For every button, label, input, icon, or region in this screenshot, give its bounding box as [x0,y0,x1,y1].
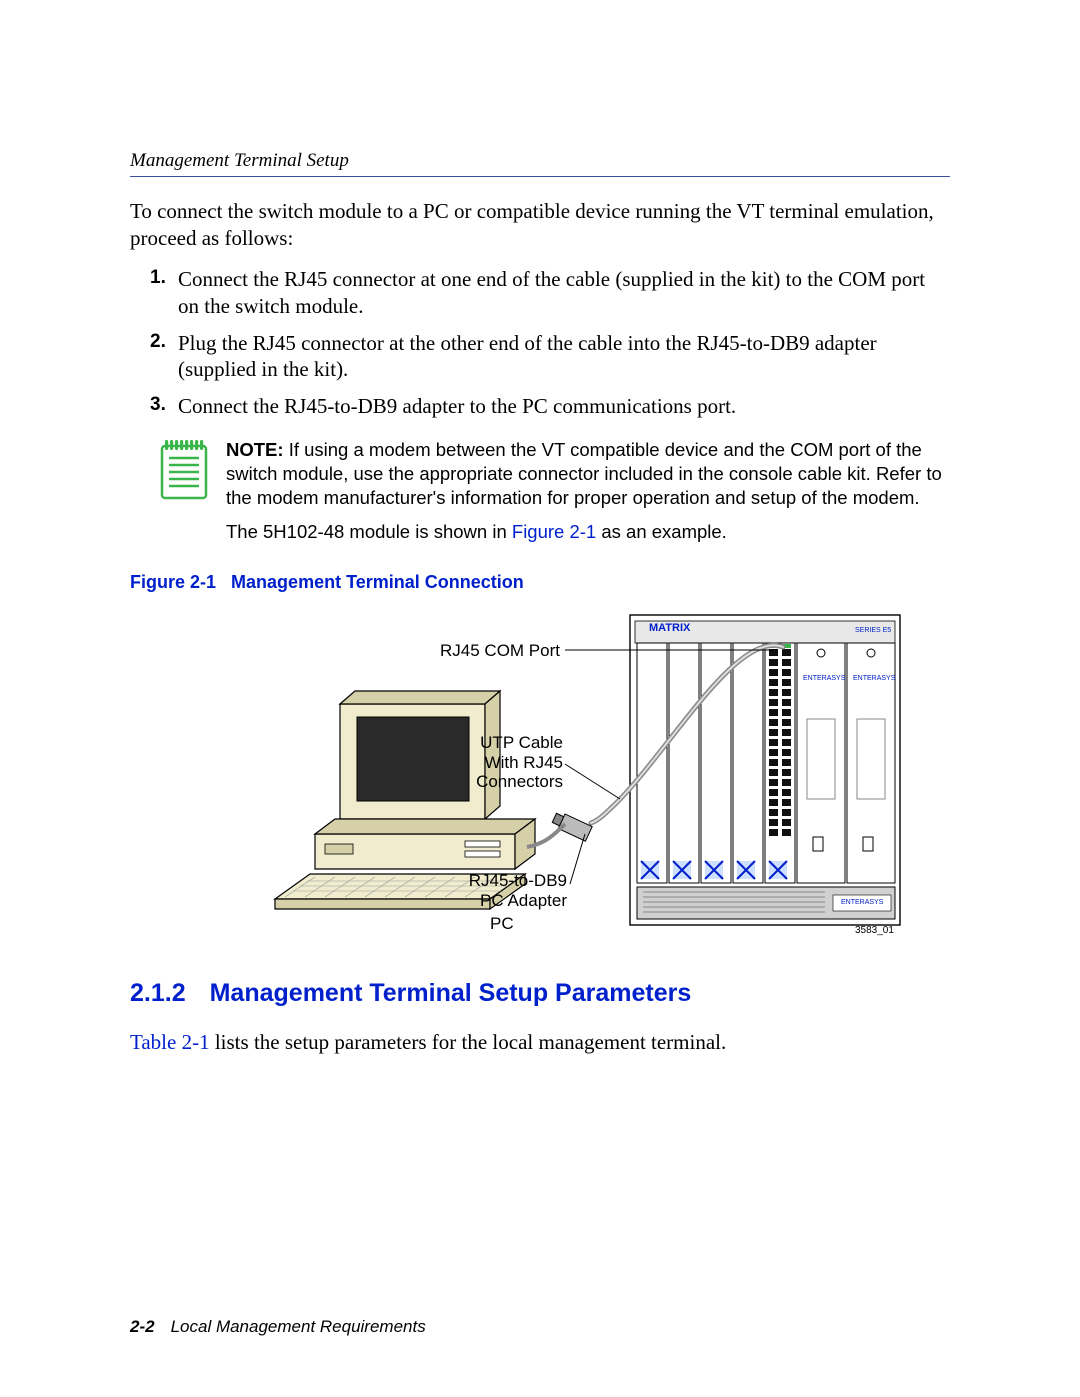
table-reference-link[interactable]: Table 2-1 [130,1030,210,1054]
diagram-svg [265,609,905,939]
label-utp-line2: With RJ45 [485,753,563,772]
label-enterasys-2: ENTERASYS [853,675,895,682]
section-body: Table 2-1 lists the setup parameters for… [130,1029,950,1056]
notepad-icon [160,438,208,500]
page-footer: 2-2 Local Management Requirements [130,1317,426,1337]
label-matrix: MATRIX [649,622,690,634]
note-body: If using a modem between the VT compatib… [226,439,942,508]
note-text: NOTE: If using a modem between the VT co… [226,438,950,544]
label-figure-number: 3583_01 [855,925,894,936]
label-series: SERIES E5 [855,627,891,634]
steps-list: 1. Connect the RJ45 connector at one end… [130,266,950,420]
step-text: Plug the RJ45 connector at the other end… [178,331,877,382]
label-adapter: RJ45-to-DB9 PC Adapter [457,871,567,910]
note-label: NOTE: [226,439,284,460]
step-number: 2. [150,330,166,354]
step-item: 1. Connect the RJ45 connector at one end… [130,266,950,320]
figure-reference-link[interactable]: Figure 2-1 [512,521,596,542]
header-rule [130,176,950,177]
step-number: 1. [150,266,166,290]
intro-paragraph: To connect the switch module to a PC or … [130,198,950,252]
figure-caption-title: Management Terminal Connection [231,572,524,592]
label-utp-cable: UTP Cable With RJ45 Connectors [463,733,563,792]
page-number: 2-2 [130,1317,155,1336]
label-utp-line1: UTP Cable [480,733,563,752]
document-page: Management Terminal Setup To connect the… [0,0,1080,1397]
label-adapter-line2: PC Adapter [480,891,567,910]
label-enterasys-3: ENTERASYS [841,899,883,906]
label-adapter-line1: RJ45-to-DB9 [469,871,567,890]
label-enterasys-1: ENTERASYS [803,675,845,682]
step-text: Connect the RJ45-to-DB9 adapter to the P… [178,394,736,418]
figure-diagram: RJ45 COM Port UTP Cable With RJ45 Connec… [265,609,905,939]
note-block: NOTE: If using a modem between the VT co… [160,438,950,544]
chapter-name: Local Management Requirements [171,1317,426,1336]
section-body-text: lists the setup parameters for the local… [210,1030,727,1054]
note-line2b: as an example. [596,521,727,542]
figure-caption: Figure 2-1 Management Terminal Connectio… [130,572,950,593]
section-number: 2.1.2 [130,979,186,1007]
section-heading: 2.1.2 Management Terminal Setup Parameter… [130,979,950,1008]
running-header: Management Terminal Setup [130,150,950,172]
step-text: Connect the RJ45 connector at one end of… [178,267,925,318]
label-pc: PC [490,914,514,934]
step-number: 3. [150,393,166,417]
note-line2a: The 5H102-48 module is shown in [226,521,512,542]
step-item: 2. Plug the RJ45 connector at the other … [130,330,950,384]
label-utp-line3: Connectors [476,772,563,791]
section-title: Management Terminal Setup Parameters [210,979,692,1007]
step-item: 3. Connect the RJ45-to-DB9 adapter to th… [130,393,950,420]
label-com-port: RJ45 COM Port [440,641,560,661]
figure-caption-label: Figure 2-1 [130,572,216,592]
